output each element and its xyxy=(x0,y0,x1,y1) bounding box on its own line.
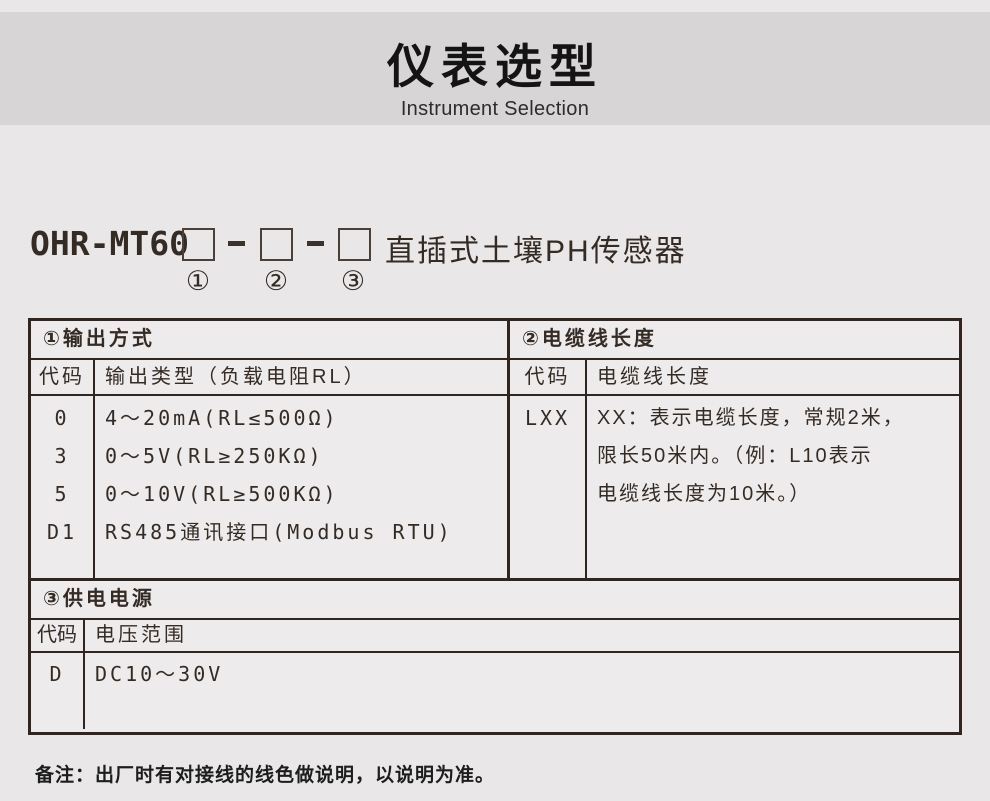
section-power-colhead: 代码 电压范围 xyxy=(31,620,959,653)
model-code-box-3 xyxy=(338,228,371,261)
output-code: 3 xyxy=(54,444,70,468)
page-title: 仪表选型 xyxy=(387,40,603,93)
col-header-code: 代码 xyxy=(31,620,85,651)
section-power-title: ③供电电源 xyxy=(31,581,959,620)
cable-code-cell: LXX xyxy=(510,396,587,578)
power-desc-cell: DC10～30V xyxy=(85,653,959,729)
output-code-list: 0 3 5 D1 xyxy=(31,396,95,578)
section-output-title: ①输出方式 xyxy=(31,321,507,360)
section-output-mode: ①输出方式 代码 输出类型（负载电阻RL） 0 3 5 D1 4～20mA(RL… xyxy=(31,321,510,578)
selection-table-top: ①输出方式 代码 输出类型（负载电阻RL） 0 3 5 D1 4～20mA(RL… xyxy=(31,321,959,581)
col-header-code: 代码 xyxy=(510,360,587,394)
output-code: 0 xyxy=(54,406,70,430)
col-header-code: 代码 xyxy=(31,360,95,394)
model-description: 直插式土壤PH传感器 xyxy=(385,235,687,268)
model-code-box-2 xyxy=(260,228,293,261)
cable-desc-line: XX：表示电缆长度，常规2米， xyxy=(597,407,905,429)
dash-separator xyxy=(228,241,245,246)
section-power-supply: ③供电电源 代码 电压范围 D DC10～30V xyxy=(31,581,959,729)
col-header-voltage-range: 电压范围 xyxy=(95,624,187,646)
model-code-box-1 xyxy=(182,228,215,261)
cable-code: LXX xyxy=(524,406,571,430)
cable-desc-cell: XX：表示电缆长度，常规2米， 限长50米内。（例：L10表示 电缆线长度为10… xyxy=(587,396,959,578)
output-desc-list: 4～20mA(RL≤500Ω) 0～5V(RL≥250KΩ) 0～10V(RL≥… xyxy=(95,396,507,578)
slot-label-2: ② xyxy=(263,266,289,297)
col-header-output-type: 输出类型（负载电阻RL） xyxy=(105,366,367,388)
power-code: D xyxy=(49,662,65,686)
cable-desc-line: 限长50米内。（例：L10表示 xyxy=(597,445,873,467)
output-desc: RS485通讯接口(Modbus RTU) xyxy=(105,520,453,544)
output-desc: 4～20mA(RL≤500Ω) xyxy=(105,406,339,430)
footnote: 备注：出厂时有对接线的线色做说明，以说明为准。 xyxy=(35,765,496,786)
slot-label-1: ① xyxy=(185,266,211,297)
title-band: 仪表选型 Instrument Selection xyxy=(0,12,990,125)
output-desc: 0～10V(RL≥500KΩ) xyxy=(105,482,339,506)
section-cable-length: ②电缆线长度 代码 电缆线长度 LXX XX：表示电缆长度，常规2米， 限长50… xyxy=(510,321,959,578)
power-code-cell: D xyxy=(31,653,85,729)
col-header-cable-length: 电缆线长度 xyxy=(597,366,712,388)
section-output-colhead: 代码 输出类型（负载电阻RL） xyxy=(31,360,507,396)
output-code: 5 xyxy=(54,482,70,506)
section-cable-body: LXX XX：表示电缆长度，常规2米， 限长50米内。（例：L10表示 电缆线长… xyxy=(510,396,959,578)
section-cable-colhead: 代码 电缆线长度 xyxy=(510,360,959,396)
section-cable-title: ②电缆线长度 xyxy=(510,321,959,360)
slot-label-3: ③ xyxy=(340,266,366,297)
dash-separator xyxy=(307,241,324,246)
selection-table: ①输出方式 代码 输出类型（负载电阻RL） 0 3 5 D1 4～20mA(RL… xyxy=(28,318,962,735)
output-desc: 0～5V(RL≥250KΩ) xyxy=(105,444,324,468)
output-code: D1 xyxy=(46,520,78,544)
page-subtitle: Instrument Selection xyxy=(400,98,590,120)
cable-desc-line: 电缆线长度为10米。） xyxy=(597,483,812,505)
section-output-body: 0 3 5 D1 4～20mA(RL≤500Ω) 0～5V(RL≥250KΩ) … xyxy=(31,396,507,578)
model-prefix: OHR-MT60 xyxy=(30,224,189,263)
section-power-body: D DC10～30V xyxy=(31,653,959,729)
power-desc: DC10～30V xyxy=(95,662,224,686)
